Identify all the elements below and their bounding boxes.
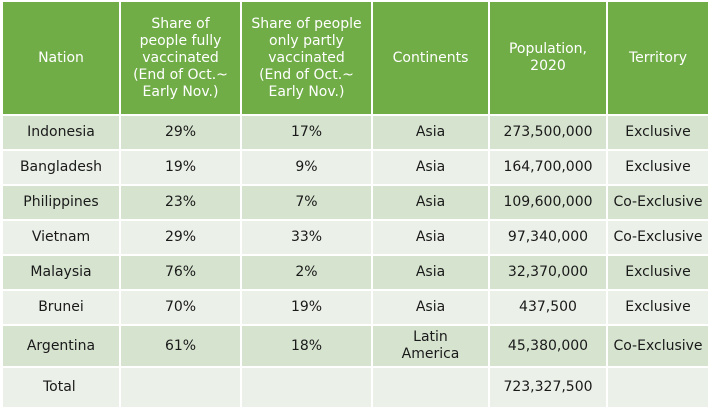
cell-continent: Asia [371, 289, 490, 326]
cell-fully: 29% [119, 114, 242, 151]
table-row: Malaysia 76% 2% Asia 32,370,000 Exclusiv… [1, 254, 709, 291]
cell-nation: Argentina [1, 324, 121, 368]
header-row: Nation Share of people fully vaccinated (En… [1, 0, 709, 116]
cell-partly: 7% [240, 184, 373, 221]
cell-empty [119, 366, 242, 409]
cell-territory: Exclusive [606, 289, 709, 326]
cell-nation: Bangladesh [1, 149, 121, 186]
total-population: 723,327,500 [488, 366, 608, 409]
cell-population: 32,370,000 [488, 254, 608, 291]
cell-empty [371, 366, 490, 409]
cell-continent: Asia [371, 219, 490, 256]
table-row: Bangladesh 19% 9% Asia 164,700,000 Exclu… [1, 149, 709, 186]
vaccination-table: Nation Share of people fully vaccinated (En… [1, 0, 709, 409]
cell-continent: Asia [371, 254, 490, 291]
cell-nation: Brunei [1, 289, 121, 326]
header-partly-vaccinated: Share of people only partly vaccinated (End… [240, 0, 373, 116]
cell-territory: Co-Exclusive [606, 324, 709, 368]
cell-territory: Co-Exclusive [606, 219, 709, 256]
cell-fully: 19% [119, 149, 242, 186]
table-row: Vietnam 29% 33% Asia 97,340,000 Co-Exclu… [1, 219, 709, 256]
cell-nation: Indonesia [1, 114, 121, 151]
cell-partly: 33% [240, 219, 373, 256]
cell-continent: Asia [371, 184, 490, 221]
table-row: Argentina 61% 18% Latin America 45,380,00… [1, 324, 709, 368]
cell-population: 97,340,000 [488, 219, 608, 256]
table-row: Brunei 70% 19% Asia 437,500 Exclusive [1, 289, 709, 326]
cell-fully: 29% [119, 219, 242, 256]
cell-nation: Malaysia [1, 254, 121, 291]
cell-nation: Philippines [1, 184, 121, 221]
cell-population: 273,500,000 [488, 114, 608, 151]
table-row: Indonesia 29% 17% Asia 273,500,000 Exclu… [1, 114, 709, 151]
total-label: Total [1, 366, 121, 409]
cell-continent: Asia [371, 149, 490, 186]
header-fully-vaccinated: Share of people fully vaccinated (End of Oc… [119, 0, 242, 116]
cell-fully: 23% [119, 184, 242, 221]
cell-population: 45,380,000 [488, 324, 608, 368]
cell-partly: 2% [240, 254, 373, 291]
cell-empty [240, 366, 373, 409]
cell-fully: 76% [119, 254, 242, 291]
cell-partly: 18% [240, 324, 373, 368]
total-row: Total 723,327,500 [1, 366, 709, 409]
table-row: Philippines 23% 7% Asia 109,600,000 Co-E… [1, 184, 709, 221]
cell-population: 437,500 [488, 289, 608, 326]
cell-partly: 17% [240, 114, 373, 151]
cell-partly: 19% [240, 289, 373, 326]
cell-nation: Vietnam [1, 219, 121, 256]
header-continents: Continents [371, 0, 490, 116]
header-territory: Territory [606, 0, 709, 116]
cell-continent: Latin America [371, 324, 490, 368]
cell-fully: 61% [119, 324, 242, 368]
cell-territory: Exclusive [606, 149, 709, 186]
header-population: Population, 2020 [488, 0, 608, 116]
cell-population: 109,600,000 [488, 184, 608, 221]
header-nation: Nation [1, 0, 121, 116]
cell-population: 164,700,000 [488, 149, 608, 186]
cell-continent: Asia [371, 114, 490, 151]
cell-empty [606, 366, 709, 409]
cell-fully: 70% [119, 289, 242, 326]
cell-territory: Exclusive [606, 254, 709, 291]
cell-territory: Co-Exclusive [606, 184, 709, 221]
cell-territory: Exclusive [606, 114, 709, 151]
cell-partly: 9% [240, 149, 373, 186]
